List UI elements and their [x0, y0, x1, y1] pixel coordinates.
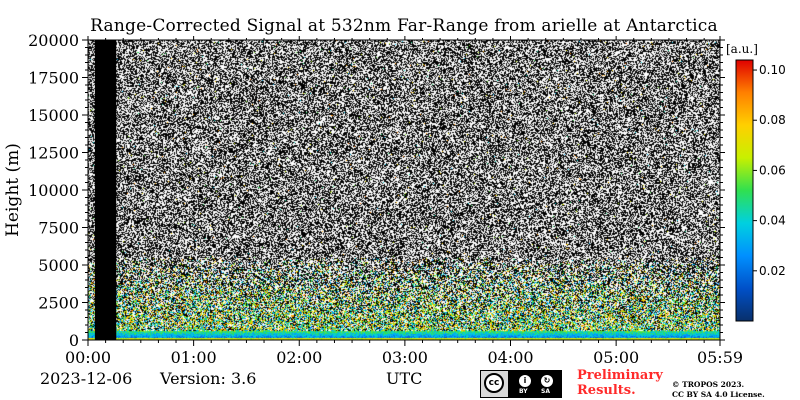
x-tick-label: 04:00: [487, 348, 533, 367]
y-tick-label: 12500: [28, 144, 79, 163]
by-icon: i: [518, 374, 532, 388]
no-data-gap: [95, 40, 117, 340]
y-tick-label: 7500: [38, 219, 79, 238]
colorbar-label: [a.u.]: [726, 42, 758, 56]
x-axis-label: UTC: [386, 369, 423, 388]
x-tick-label: 00:00: [65, 348, 111, 367]
chart-title: Range-Corrected Signal at 532nm Far-Rang…: [90, 16, 718, 36]
y-axis: 0 2500 5000 7500 10000 12500 15000 17500 20000: [28, 31, 725, 350]
sa-label: SA: [541, 388, 550, 395]
colorbar-gradient: [735, 59, 754, 322]
plot-area: [87, 39, 721, 341]
copyright-line-1: © TROPOS 2023.: [672, 380, 745, 389]
x-tick-label: 05:00: [593, 348, 639, 367]
by-label: BY: [519, 388, 528, 395]
cc-license-badge[interactable]: cc i ↻ BY SA: [480, 370, 562, 398]
preliminary-line-2: Results.: [577, 383, 636, 398]
copyright-notice: © TROPOS 2023. CC BY SA 4.0 License.: [672, 380, 798, 400]
date-label: 2023-12-06: [40, 369, 133, 388]
heatmap-image: [88, 40, 720, 340]
x-tick-label: 01:00: [171, 348, 217, 367]
x-tick-label: 02:00: [276, 348, 322, 367]
y-tick-label: 2500: [38, 294, 79, 313]
version-label: Version: 3.6: [160, 369, 257, 388]
x-tick-label: 03:00: [382, 348, 428, 367]
y-tick-label: 17500: [28, 69, 79, 88]
colorbar-tick-label: 0.04: [759, 214, 786, 228]
y-tick-label: 5000: [38, 256, 79, 275]
colorbar-tick-label: 0.02: [759, 264, 786, 278]
x-axis: 00:00 01:00 02:00 03:00 04:00 05:00 05:59: [65, 36, 743, 367]
colorbar-ticks: 0.02 0.04 0.06 0.08 0.10: [753, 63, 786, 278]
cc-icon: cc: [484, 373, 504, 393]
colorbar-tick-label: 0.06: [759, 163, 786, 177]
colorbar: [a.u.] 0.02 0.04 0.06 0.08 0.10: [726, 42, 786, 322]
x-tick-label: 05:59: [697, 348, 743, 367]
y-axis-label: Height (m): [3, 143, 23, 237]
y-tick-label: 20000: [28, 31, 79, 50]
y-tick-label: 15000: [28, 106, 79, 125]
sa-icon: ↻: [540, 374, 554, 388]
preliminary-notice: Preliminary Results.: [577, 368, 677, 398]
colorbar-tick-label: 0.08: [759, 113, 786, 127]
copyright-line-2: CC BY SA 4.0 License.: [672, 390, 765, 399]
preliminary-line-1: Preliminary: [577, 368, 663, 383]
y-tick-label: 10000: [28, 181, 79, 200]
license-strip: i ↻ BY SA: [508, 371, 562, 397]
colorbar-tick-label: 0.10: [759, 63, 786, 77]
y-tick-label: 0: [69, 331, 79, 350]
